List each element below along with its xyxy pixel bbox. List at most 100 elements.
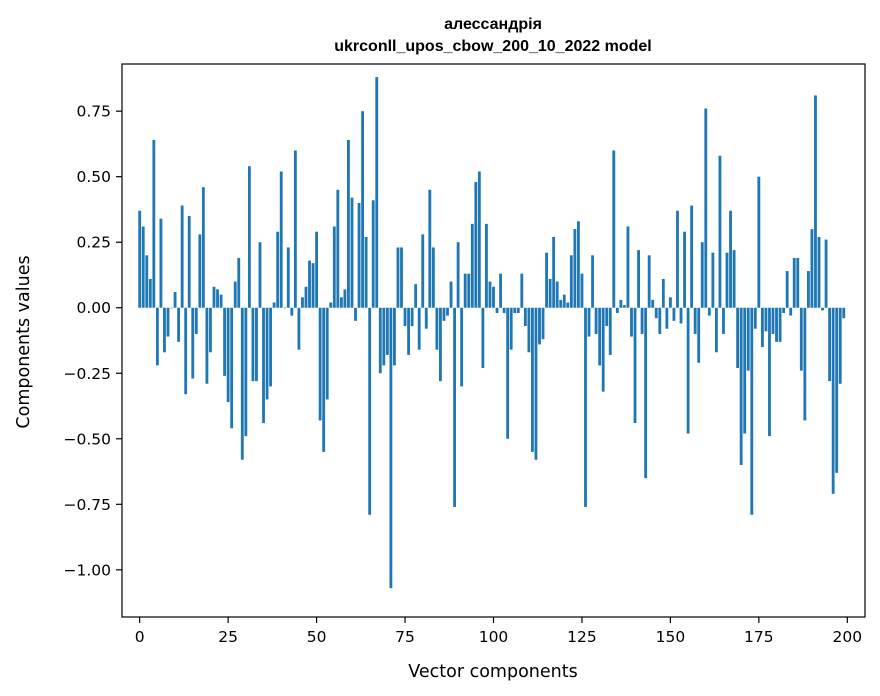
y-tick-label: 0.00 [76,299,111,317]
y-tick-label: −0.50 [64,430,112,448]
bar-0 [138,210,142,308]
bar-141 [637,250,640,308]
bar-152 [676,210,679,308]
y-axis-ticks: 0.75 0.50 0.25 0.00 −0.25 −0.50 −0.75 −1.00 [64,103,122,579]
bar-3 [148,278,152,308]
bar-135 [615,307,619,313]
bar-91 [460,307,464,387]
bar-44 [293,150,297,308]
bar-108 [520,273,524,308]
bar-47 [304,286,308,308]
bar-51 [318,307,322,421]
bar-137 [622,305,626,308]
bar-24 [223,307,227,376]
bar-193 [821,307,824,311]
bar-149 [665,307,669,329]
bar-90 [456,242,460,308]
x-tick-label: 0 [135,628,145,646]
bar-31 [247,166,251,308]
y-tick-label: −0.25 [64,365,112,383]
bar-134 [612,150,616,308]
bar-177 [764,307,768,332]
bar-174 [753,307,757,329]
bar-122 [569,255,573,308]
bar-41 [283,307,287,309]
bar-37 [269,307,273,387]
bar-140 [633,307,637,424]
x-axis-ticks: 0 25 50 75 100 125 150 175 200 [135,617,862,646]
bar-14 [187,216,191,308]
y-tick-label: −0.75 [64,496,112,514]
y-axis-label: Components values [14,255,34,428]
bar-79 [417,307,421,350]
bar-45 [297,307,301,350]
bar-72 [393,307,396,366]
x-tick-label: 125 [567,628,597,646]
bar-182 [782,307,786,313]
bar-158 [697,307,701,363]
bar-73 [396,247,400,308]
bar-176 [760,307,764,348]
x-tick-label: 50 [307,628,327,646]
bar-133 [608,307,612,355]
bar-60 [350,197,354,308]
bar-87 [446,307,449,316]
y-tick-label: 0.75 [76,103,111,121]
bar-48 [308,260,311,308]
bar-128 [591,255,594,308]
bar-77 [410,307,414,327]
bar-30 [244,307,248,437]
bar-123 [573,229,577,308]
bar-145 [651,299,655,308]
bar-94 [470,223,474,308]
bar-7 [163,307,166,353]
bar-85 [439,307,442,382]
bar-118 [555,281,559,308]
bar-93 [467,273,471,308]
bar-2 [145,255,149,308]
bar-119 [559,299,563,308]
bar-186 [796,257,800,308]
bar-99 [488,281,492,308]
bar-113 [538,307,541,345]
bar-157 [693,307,697,334]
bar-188 [803,307,807,421]
bar-61 [354,307,357,321]
bar-189 [806,271,810,308]
bar-21 [212,286,216,308]
bar-58 [343,289,347,308]
bar-146 [654,307,658,319]
bar-53 [325,307,329,400]
bar-121 [566,302,570,308]
bar-181 [778,307,782,342]
bar-191 [814,95,817,308]
bar-20 [209,307,212,353]
bar-63 [361,111,365,308]
x-tick-label: 75 [395,628,415,646]
bar-116 [548,278,552,308]
bar-185 [792,257,796,308]
bar-175 [757,176,761,308]
bar-54 [329,302,333,308]
bar-167 [729,210,732,308]
bar-129 [594,307,598,334]
plot-frame [121,63,866,618]
bar-22 [216,289,219,308]
bar-132 [605,307,609,327]
x-tick-label: 200 [833,628,863,646]
bar-56 [336,189,340,308]
bar-124 [577,221,580,308]
bar-115 [545,252,548,308]
bar-165 [722,307,725,334]
bar-153 [679,307,683,324]
bar-163 [714,307,718,353]
bar-159 [700,242,704,308]
bar-100 [492,286,495,308]
bar-161 [707,307,711,316]
chart-title-line1: алессандрія [444,16,542,33]
bar-43 [290,307,294,316]
bar-164 [718,155,722,308]
bars-group [138,77,846,589]
bar-126 [584,307,587,507]
